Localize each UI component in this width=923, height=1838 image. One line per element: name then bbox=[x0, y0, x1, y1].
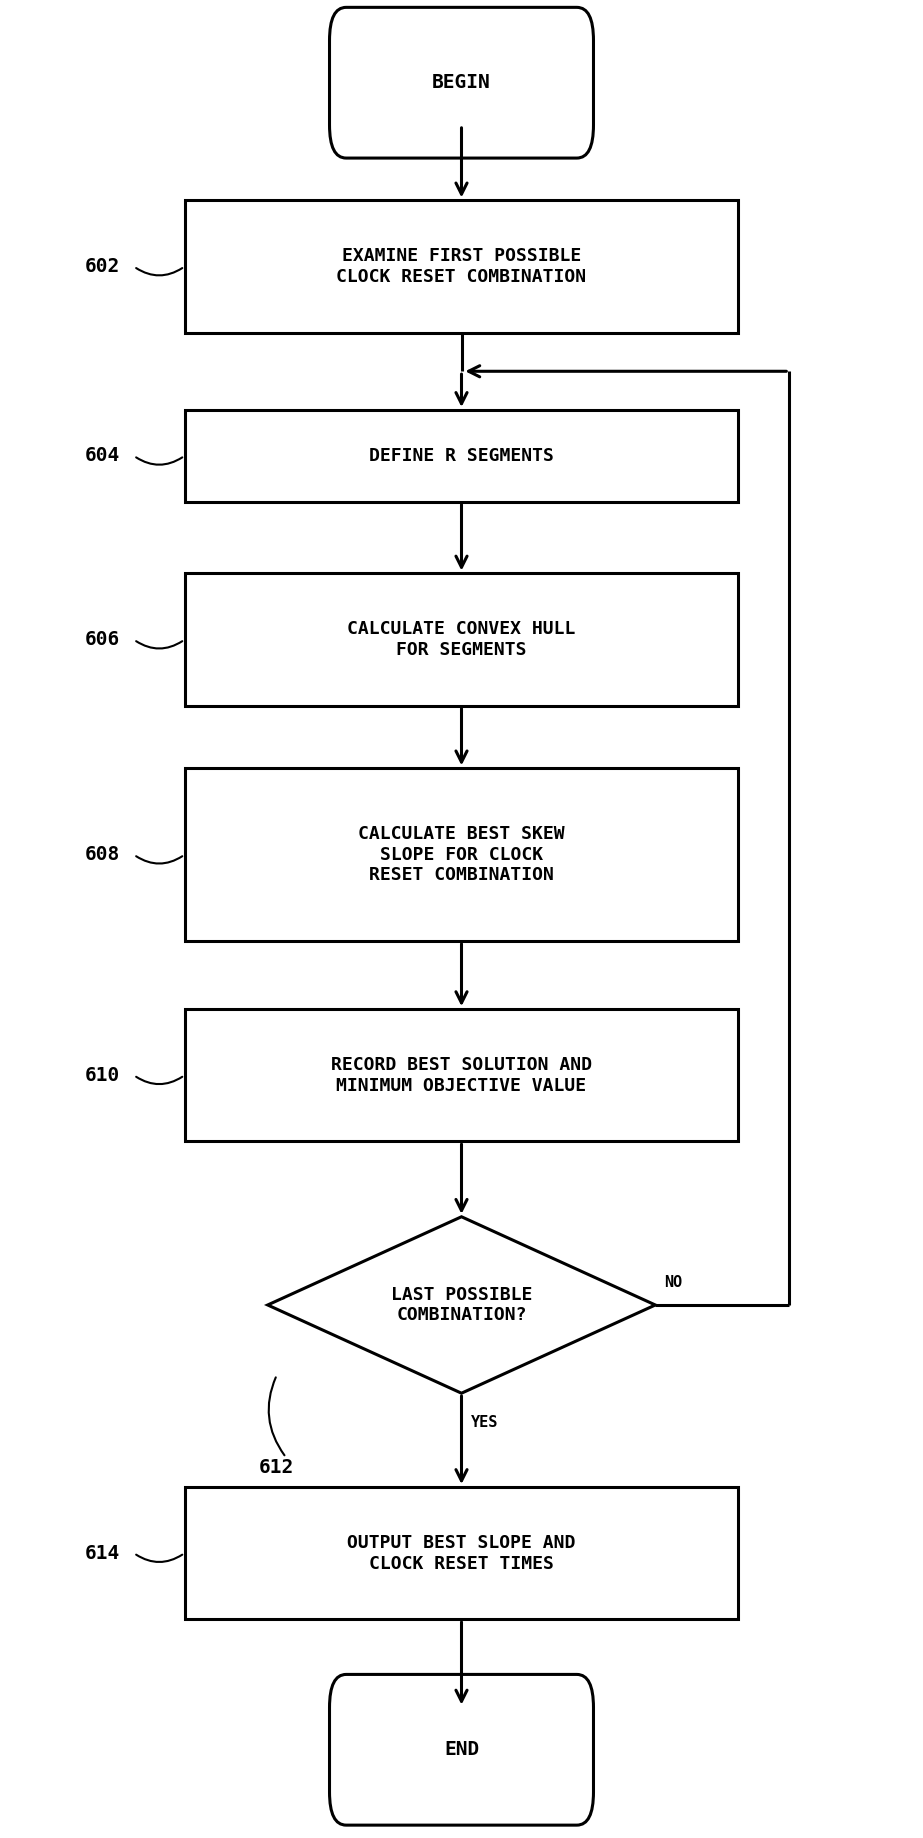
Text: 604: 604 bbox=[85, 447, 120, 465]
Polygon shape bbox=[268, 1217, 655, 1393]
Text: CALCULATE BEST SKEW
SLOPE FOR CLOCK
RESET COMBINATION: CALCULATE BEST SKEW SLOPE FOR CLOCK RESE… bbox=[358, 825, 565, 884]
Bar bbox=[185, 768, 738, 941]
Bar bbox=[185, 573, 738, 706]
Text: NO: NO bbox=[665, 1276, 683, 1290]
Text: OUTPUT BEST SLOPE AND
CLOCK RESET TIMES: OUTPUT BEST SLOPE AND CLOCK RESET TIMES bbox=[347, 1533, 576, 1573]
Text: EXAMINE FIRST POSSIBLE
CLOCK RESET COMBINATION: EXAMINE FIRST POSSIBLE CLOCK RESET COMBI… bbox=[337, 246, 586, 287]
Text: LAST POSSIBLE
COMBINATION?: LAST POSSIBLE COMBINATION? bbox=[390, 1285, 533, 1325]
Text: DEFINE R SEGMENTS: DEFINE R SEGMENTS bbox=[369, 447, 554, 465]
Text: END: END bbox=[444, 1741, 479, 1759]
Text: 606: 606 bbox=[85, 630, 120, 649]
Text: 614: 614 bbox=[85, 1544, 120, 1562]
Text: 610: 610 bbox=[85, 1066, 120, 1084]
Bar bbox=[185, 410, 738, 502]
Bar bbox=[185, 1487, 738, 1619]
Bar bbox=[185, 200, 738, 333]
Text: CALCULATE CONVEX HULL
FOR SEGMENTS: CALCULATE CONVEX HULL FOR SEGMENTS bbox=[347, 619, 576, 660]
FancyBboxPatch shape bbox=[330, 1674, 593, 1825]
Text: 612: 612 bbox=[258, 1458, 294, 1476]
Text: 608: 608 bbox=[85, 845, 120, 864]
Text: BEGIN: BEGIN bbox=[432, 74, 491, 92]
Bar bbox=[185, 1009, 738, 1141]
Text: RECORD BEST SOLUTION AND
MINIMUM OBJECTIVE VALUE: RECORD BEST SOLUTION AND MINIMUM OBJECTI… bbox=[331, 1055, 592, 1095]
FancyBboxPatch shape bbox=[330, 7, 593, 158]
Text: YES: YES bbox=[471, 1415, 498, 1430]
Text: 602: 602 bbox=[85, 257, 120, 276]
